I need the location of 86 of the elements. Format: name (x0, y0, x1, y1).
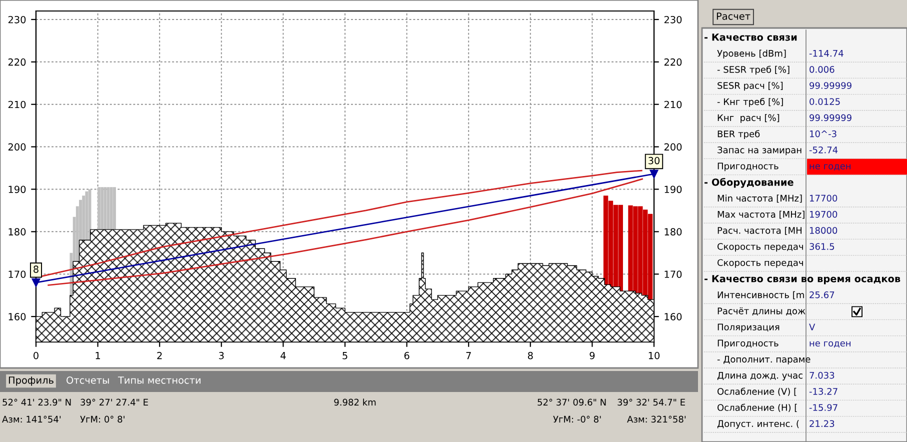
text: 9.982 km (334, 398, 376, 406)
text: Длина дожд. учас (717, 372, 802, 380)
text: 25.67 (810, 291, 834, 298)
y-tick-label: 160 (8, 313, 26, 320)
y2-tick-label: 180 (664, 228, 682, 236)
text: Расчет (716, 12, 750, 20)
text: - Оборудование (704, 178, 794, 188)
x-tick-label: 3 (219, 352, 224, 360)
annotation: 30 (648, 156, 660, 164)
text: Скорость передач (718, 243, 803, 252)
text: 10^-3 (810, 130, 836, 138)
text: 19700 (810, 210, 838, 218)
text: 99.99999 (810, 82, 852, 89)
x-tick-label: 9 (590, 352, 595, 360)
annotation: 8 (34, 266, 38, 273)
text: Расч. частота [MH (718, 226, 802, 235)
y2-tick-label: 160 (664, 313, 682, 320)
y2-tick-label: 230 (664, 16, 682, 24)
y-tick-label: 230 (8, 16, 26, 24)
text: SESR расч [%] (718, 82, 783, 91)
y-tick-label: 180 (8, 228, 26, 236)
text: Расчёт длины дож (718, 307, 806, 316)
text: -114.74 (809, 50, 844, 57)
x-tick-label: 0 (34, 352, 38, 360)
y-tick-label: 190 (8, 186, 26, 194)
text: 21.23 (810, 420, 834, 428)
text: Азм: 141°54' (2, 416, 61, 423)
text: Отсчеты (66, 376, 109, 384)
text: 361.5 (810, 243, 834, 250)
text: Скорость передач (718, 259, 803, 268)
text: Поляризация (718, 324, 780, 332)
text: Пригодность (718, 340, 778, 348)
text: не годен (810, 164, 850, 171)
x-tick-label: 6 (404, 352, 410, 360)
y2-tick-label: 170 (664, 270, 682, 278)
text: Max частота [MHz] (718, 210, 804, 219)
text: Уровень [dBm] (717, 50, 786, 58)
x-tick-label: 5 (342, 352, 348, 360)
x-tick-label: 2 (157, 352, 162, 360)
text: 99.99999 (810, 114, 852, 122)
y-tick-label: 170 (8, 270, 26, 278)
y-tick-label: 220 (8, 58, 26, 66)
text: 52° 41' 23.9" N (2, 398, 71, 406)
text: Min частота [MHz] (718, 194, 802, 203)
text: Типы местности (118, 376, 200, 384)
text: 39° 32' 54.7" E (618, 398, 685, 406)
y2-tick-label: 220 (664, 58, 682, 66)
text: Ослабление (H) [ (718, 404, 797, 412)
text: УгМ: -0° 8' (553, 416, 601, 423)
text: - SESR треб [%] (717, 66, 790, 75)
text: - Дополнит. параме (717, 356, 810, 364)
text: 39° 27' 27.4" E (80, 398, 148, 406)
text: 0.0125 (810, 98, 840, 106)
y-tick-label: 210 (8, 100, 26, 108)
x-tick-label: 4 (280, 352, 286, 360)
text: -13.27 (809, 388, 838, 395)
text: - Кнг треб [%] (717, 98, 783, 107)
text: - Качество связи (704, 34, 797, 41)
text: 17700 (810, 194, 838, 202)
x-tick-label: 8 (528, 352, 533, 360)
text: 7.033 (810, 372, 834, 379)
text: Интенсивность [m (718, 291, 804, 300)
text: Ослабление (V) [ (718, 388, 796, 396)
text: Кнг расч [%] (718, 114, 780, 123)
text: УгМ: 0° 8' (80, 416, 124, 423)
x-tick-label: 7 (466, 352, 471, 360)
text: - Качество связи во время осадков (704, 275, 900, 284)
text: Запас на замиран (718, 146, 802, 156)
text: -15.97 (809, 404, 838, 411)
y-tick-label: 200 (8, 143, 26, 151)
y2-tick-label: 190 (664, 186, 682, 194)
text: Азм: 321°58' (627, 416, 686, 423)
text: Профиль (8, 376, 54, 386)
text: 0.006 (810, 66, 834, 73)
x-tick-label: 10 (648, 352, 660, 360)
y2-tick-label: 200 (664, 143, 682, 151)
text: Пригодность (718, 162, 778, 172)
x-tick-label: 1 (96, 352, 100, 360)
text: BER треб (718, 130, 760, 140)
text: V (809, 324, 816, 330)
y2-tick-label: 210 (664, 100, 682, 108)
text: не годен (810, 341, 850, 348)
text: -52.74 (809, 146, 838, 154)
text: Допуст. интенс. ( (717, 420, 799, 429)
text: 18000 (810, 226, 838, 234)
text: 52° 37' 09.6" N (538, 398, 606, 406)
